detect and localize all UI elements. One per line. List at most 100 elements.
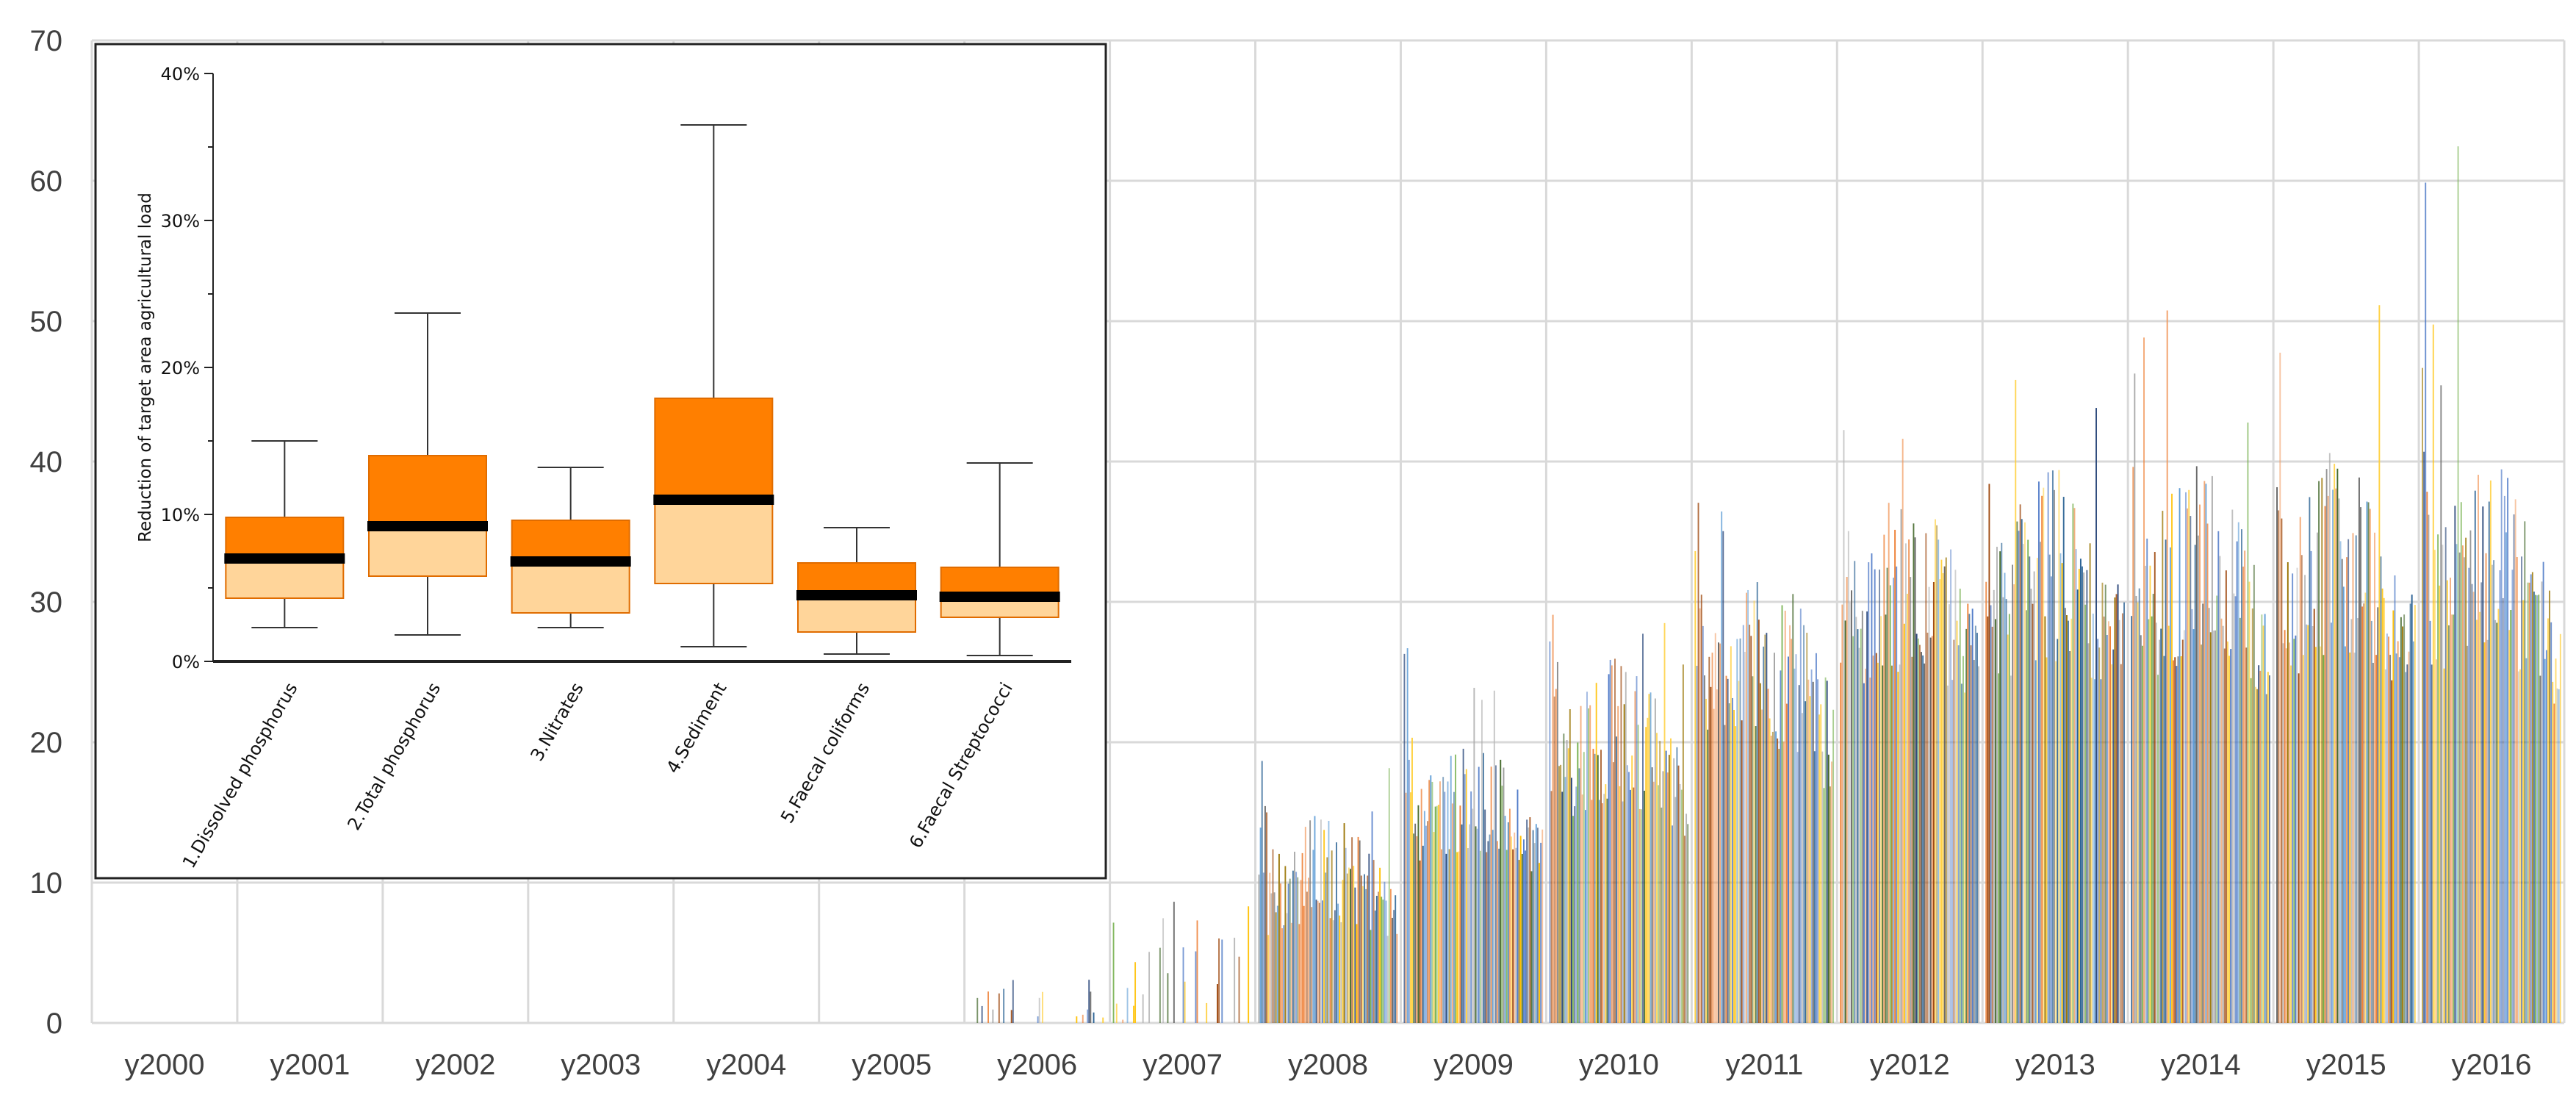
bar — [2411, 595, 2413, 1023]
bar — [1889, 585, 1891, 1023]
bar — [2482, 506, 2484, 1023]
x-tick-label: y2010 — [1579, 1049, 1659, 1081]
bar — [1890, 665, 1893, 1023]
bar — [2192, 629, 2195, 1023]
bar — [1578, 768, 1580, 1023]
bar — [2199, 504, 2201, 1023]
bar — [1275, 912, 1277, 1023]
bar — [1308, 877, 1309, 1023]
bar — [1998, 673, 2000, 1023]
bar — [1436, 805, 1438, 1023]
bar — [1949, 604, 1950, 1023]
inset-y-axis-title: Reduction of target area agricultural lo… — [136, 193, 155, 542]
bar — [2061, 563, 2063, 1023]
bar — [1553, 696, 1555, 1023]
bar — [2480, 582, 2483, 1023]
bar — [1182, 947, 1184, 1023]
main-y-axis-ticks: 0 10 20 30 40 50 60 70 — [30, 25, 63, 1040]
bar — [1501, 786, 1503, 1023]
bar — [2103, 616, 2105, 1023]
bar — [1238, 956, 1240, 1023]
bar — [2155, 622, 2157, 1023]
bar — [2290, 665, 2292, 1023]
bar — [2206, 523, 2209, 1023]
bar — [2474, 490, 2476, 1023]
x-tick-label: y2011 — [1725, 1049, 1803, 1081]
bar — [2296, 567, 2298, 1023]
bar — [2519, 669, 2521, 1023]
bar — [1954, 570, 1957, 1023]
bar — [2169, 547, 2171, 1023]
bar — [1594, 753, 1596, 1023]
bar — [1439, 781, 1441, 1023]
bar — [1801, 713, 1803, 1023]
bar — [1405, 792, 1407, 1023]
bar — [2303, 655, 2304, 1023]
bar — [2360, 507, 2361, 1023]
bar — [1196, 920, 1198, 1023]
bar — [2298, 673, 2300, 1023]
bar — [2400, 617, 2402, 1023]
bar — [1580, 705, 1582, 1023]
bar — [1375, 895, 1378, 1023]
bar — [1514, 832, 1516, 1023]
bar — [2321, 478, 2323, 1023]
bar — [2517, 671, 2519, 1023]
bar — [1314, 816, 1316, 1023]
bar — [1679, 783, 1681, 1023]
bar — [2022, 544, 2024, 1023]
x-tick-label: y2007 — [1143, 1049, 1223, 1081]
bar — [2132, 467, 2134, 1023]
bar — [2073, 508, 2076, 1023]
bar — [2503, 495, 2505, 1023]
bar — [2278, 510, 2280, 1023]
bar — [2095, 408, 2097, 1023]
bar — [1374, 911, 1376, 1023]
bar — [1464, 774, 1466, 1023]
bar — [1262, 872, 1264, 1023]
bar — [2015, 379, 2017, 1023]
bar — [2285, 648, 2287, 1023]
bar — [1437, 805, 1439, 1023]
bar — [1818, 714, 1821, 1023]
bar — [2304, 575, 2306, 1023]
bar — [1637, 725, 1639, 1023]
bar — [2187, 508, 2189, 1023]
bar — [2007, 634, 2009, 1023]
bar — [2533, 592, 2535, 1023]
bar — [1865, 668, 1866, 1023]
bar — [1626, 765, 1628, 1023]
bar — [2107, 621, 2109, 1023]
bar — [1611, 665, 1613, 1023]
bar — [1942, 572, 1944, 1023]
bar — [1357, 836, 1359, 1023]
bar — [2497, 608, 2500, 1023]
box-lower-quartile — [368, 525, 487, 577]
bar — [2439, 585, 2441, 1023]
bar — [2167, 625, 2170, 1023]
bar — [1730, 646, 1732, 1023]
bar — [2346, 557, 2347, 1023]
bar — [1532, 830, 1534, 1023]
bar — [1874, 569, 1876, 1023]
bar — [2093, 679, 2095, 1023]
bar — [2033, 571, 2035, 1023]
bar — [1577, 742, 1579, 1023]
bar — [1645, 727, 1647, 1023]
bar — [2394, 575, 2396, 1023]
bar — [2349, 652, 2351, 1023]
bar — [1914, 537, 1916, 1023]
bar — [2019, 504, 2021, 1023]
bar — [2500, 469, 2503, 1023]
bar — [1702, 625, 1704, 1023]
bar — [1371, 811, 1373, 1023]
x-tick-label: y2006 — [997, 1049, 1077, 1081]
bar — [1674, 797, 1677, 1023]
bar — [2117, 584, 2119, 1023]
bar — [1978, 666, 1980, 1023]
bar — [1863, 683, 1865, 1023]
bar — [1851, 590, 1852, 1023]
bar — [1687, 824, 1689, 1023]
bar — [1904, 543, 1907, 1023]
bar — [2530, 574, 2532, 1023]
